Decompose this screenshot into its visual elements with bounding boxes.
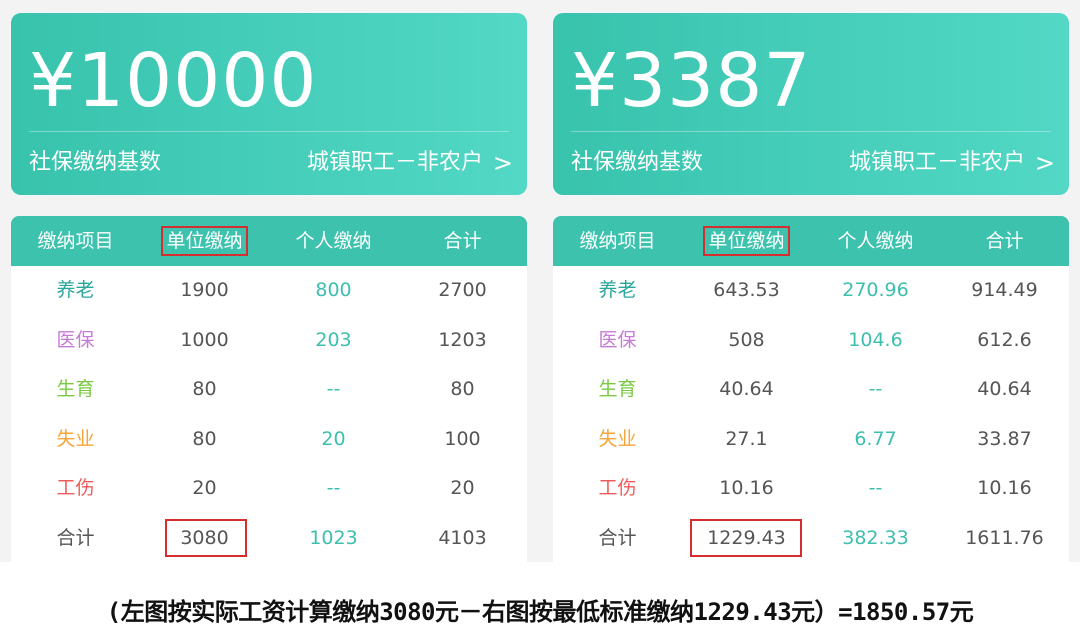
table-row: 生育 80 -- 80 <box>11 365 527 415</box>
row-name: 工伤 <box>598 477 637 499</box>
card-divider <box>571 131 1051 132</box>
contribution-base-card[interactable]: ¥10000 社保缴纳基数 城镇职工－非农户 > <box>11 13 527 195</box>
left-panel: ¥10000 社保缴纳基数 城镇职工－非农户 > 缴纳项目 单位缴纳 个人缴纳 … <box>7 0 535 562</box>
header-personal: 个人缴纳 <box>295 230 372 252</box>
row-total: 33.87 <box>977 427 1032 450</box>
row-total: 10.16 <box>977 477 1032 499</box>
row-total: 1203 <box>438 328 487 351</box>
row-personal: 104.6 <box>848 328 903 351</box>
row-total: 100 <box>444 427 481 450</box>
row-total: 914.49 <box>971 279 1038 301</box>
table-row: 工伤 10.16 -- 10.16 <box>553 464 1069 514</box>
row-name: 生育 <box>598 378 637 400</box>
row-personal: 270.96 <box>842 279 909 301</box>
row-company: 40.64 <box>719 378 774 400</box>
row-total: 612.6 <box>977 328 1032 351</box>
row-personal: 1023 <box>309 526 358 549</box>
row-total: 2700 <box>438 279 487 301</box>
header-company: 单位缴纳 <box>140 216 269 266</box>
header-item: 缴纳项目 <box>37 230 114 252</box>
row-personal: -- <box>868 378 883 400</box>
row-total: 80 <box>450 378 475 400</box>
chevron-right-icon[interactable]: > <box>1034 149 1055 177</box>
row-company: 3080 <box>180 526 229 549</box>
row-personal: -- <box>326 477 341 499</box>
row-personal: 20 <box>321 427 346 450</box>
contribution-table: 缴纳项目 单位缴纳 个人缴纳 合计 养老 643.53 270.96 914.4… <box>553 216 1069 562</box>
row-name: 合计 <box>56 526 95 549</box>
header-company-label: 单位缴纳 <box>161 226 248 256</box>
row-name: 养老 <box>598 279 637 301</box>
row-personal: 382.33 <box>842 526 909 549</box>
row-name: 失业 <box>598 427 637 450</box>
row-company: 80 <box>192 427 217 450</box>
table-header: 缴纳项目 单位缴纳 个人缴纳 合计 <box>553 216 1069 266</box>
base-label: 社保缴纳基数 <box>571 150 704 175</box>
row-company: 508 <box>728 328 765 351</box>
table-row-total: 合计 3080 1023 4103 <box>11 514 527 563</box>
base-amount: ¥10000 <box>29 38 318 124</box>
row-name: 生育 <box>56 378 95 400</box>
row-total: 1611.76 <box>965 526 1044 549</box>
table-row: 医保 1000 203 1203 <box>11 316 527 366</box>
header-company-label: 单位缴纳 <box>703 226 790 256</box>
row-name: 工伤 <box>56 477 95 499</box>
row-name: 合计 <box>598 526 637 549</box>
comparison-footnote: (左图按实际工资计算缴纳3080元－右图按最低标准缴纳1229.43元）=185… <box>106 598 974 626</box>
base-label: 社保缴纳基数 <box>29 150 162 175</box>
category-selector[interactable]: 城镇职工－非农户 <box>848 150 1025 175</box>
table-row: 失业 80 20 100 <box>11 415 527 465</box>
table-row-total: 合计 1229.43 382.33 1611.76 <box>553 514 1069 563</box>
table-row: 工伤 20 -- 20 <box>11 464 527 514</box>
row-personal: 6.77 <box>854 427 897 450</box>
header-total: 合计 <box>443 230 482 252</box>
contribution-table: 缴纳项目 单位缴纳 个人缴纳 合计 养老 1900 800 2700 医保 10… <box>11 216 527 562</box>
row-name: 医保 <box>56 328 95 351</box>
row-name: 养老 <box>56 279 95 301</box>
row-total: 20 <box>450 477 475 499</box>
table-row: 养老 643.53 270.96 914.49 <box>553 266 1069 316</box>
row-personal: 800 <box>315 279 352 301</box>
chevron-right-icon[interactable]: > <box>492 149 513 177</box>
row-personal: 203 <box>315 328 352 351</box>
row-company: 10.16 <box>719 477 774 499</box>
card-divider <box>29 131 509 132</box>
highlight-box <box>165 518 247 557</box>
right-panel: ¥3387 社保缴纳基数 城镇职工－非农户 > 缴纳项目 单位缴纳 个人缴纳 合… <box>549 0 1077 562</box>
row-company: 20 <box>192 477 217 499</box>
row-company: 27.1 <box>725 427 768 450</box>
table-row: 医保 508 104.6 612.6 <box>553 316 1069 366</box>
row-name: 失业 <box>56 427 95 450</box>
row-company: 1000 <box>180 328 229 351</box>
header-total: 合计 <box>985 230 1024 252</box>
header-company: 单位缴纳 <box>682 216 811 266</box>
row-company: 1229.43 <box>707 526 786 549</box>
row-total: 40.64 <box>977 378 1032 400</box>
header-item: 缴纳项目 <box>579 230 656 252</box>
row-total: 4103 <box>438 526 487 549</box>
table-row: 生育 40.64 -- 40.64 <box>553 365 1069 415</box>
table-row: 养老 1900 800 2700 <box>11 266 527 316</box>
row-company: 80 <box>192 378 217 400</box>
row-personal: -- <box>326 378 341 400</box>
highlight-box <box>690 518 802 557</box>
row-name: 医保 <box>598 328 637 351</box>
row-personal: -- <box>868 477 883 499</box>
contribution-base-card[interactable]: ¥3387 社保缴纳基数 城镇职工－非农户 > <box>553 13 1069 195</box>
row-company: 1900 <box>180 279 229 301</box>
row-company: 643.53 <box>713 279 780 301</box>
category-selector[interactable]: 城镇职工－非农户 <box>306 150 483 175</box>
header-personal: 个人缴纳 <box>837 230 914 252</box>
table-row: 失业 27.1 6.77 33.87 <box>553 415 1069 465</box>
base-amount: ¥3387 <box>571 38 812 124</box>
table-header: 缴纳项目 单位缴纳 个人缴纳 合计 <box>11 216 527 266</box>
